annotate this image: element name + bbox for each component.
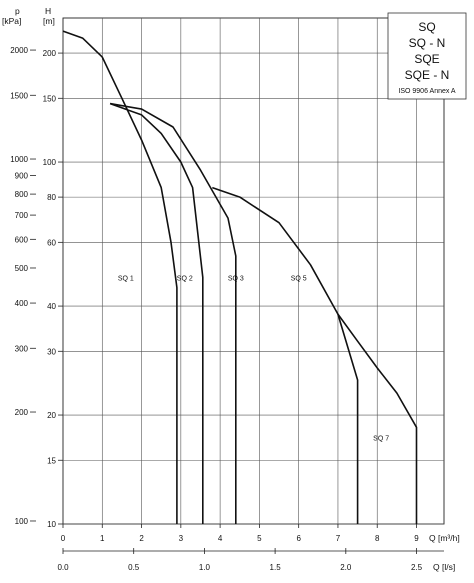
x-tick-label-m3h: 2 xyxy=(139,534,144,543)
series-label-sq-1: SQ 1 xyxy=(118,276,134,283)
series-curve-sq-1 xyxy=(62,30,178,524)
x-axis-label-ls: Q [l/s] xyxy=(433,562,455,572)
head-tick-label: 60 xyxy=(47,238,56,247)
series-curve-sq-3 xyxy=(109,102,237,524)
pressure-axis-unit: [kPa] xyxy=(2,16,21,26)
x-tick-label-m3h: 4 xyxy=(218,534,223,543)
series-curve-sq-5 xyxy=(212,186,359,524)
head-tick-label: 15 xyxy=(47,456,56,465)
head-axis-unit: [m] xyxy=(43,16,55,26)
x-tick-label-ls: 0.0 xyxy=(57,563,69,572)
x-tick-label-m3h: 8 xyxy=(375,534,380,543)
pressure-tick-label: 600 xyxy=(15,235,29,244)
x-tick-label-m3h: 5 xyxy=(257,534,262,543)
legend-line-sqe: SQE xyxy=(414,52,439,66)
series-curve-sq-2 xyxy=(109,102,204,524)
head-tick-label: 10 xyxy=(47,520,56,529)
x-tick-label-ls: 0.5 xyxy=(128,563,140,572)
legend-box: SQ SQ - N SQE SQE - N ISO 9906 Annex A xyxy=(387,12,467,100)
pressure-tick-label: 300 xyxy=(15,344,29,353)
pressure-tick-label: 1000 xyxy=(10,155,28,164)
series-label-sq-2: SQ 2 xyxy=(177,276,193,283)
head-tick-label: 200 xyxy=(43,49,57,58)
series-label-sq-7: SQ 7 xyxy=(373,436,389,443)
legend-note: ISO 9906 Annex A xyxy=(398,88,456,95)
x-tick-label-ls: 2.0 xyxy=(340,563,352,572)
x-axis-label-m3h: Q [m³/h] xyxy=(429,533,460,543)
pressure-tick-label: 1500 xyxy=(10,91,28,100)
pressure-tick-label: 500 xyxy=(15,264,29,273)
head-tick-label: 20 xyxy=(47,411,56,420)
legend-line-sqe-n: SQE - N xyxy=(405,68,450,82)
pressure-tick-label: 100 xyxy=(15,517,29,526)
head-tick-label: 30 xyxy=(47,347,56,356)
series-labels: SQ 1 SQ 2 SQ 3 SQ 5 SQ 7 xyxy=(118,276,389,443)
x-tick-label-m3h: 0 xyxy=(61,534,66,543)
legend-line-sq: SQ xyxy=(418,20,435,34)
x-ticks: 0 1 2 3 4 5 6 7 8 9 0.0 0.5 1.0 1.5 2.0 2.5 xyxy=(57,524,444,572)
x-tick-label-m3h: 3 xyxy=(179,534,184,543)
x-tick-label-m3h: 6 xyxy=(296,534,301,543)
head-axis-label: H xyxy=(45,6,51,16)
pressure-tick-label: 900 xyxy=(15,172,29,181)
y-ticks: 10 15 20 30 40 60 80 100 150 200 100 200 300 400 500 60… xyxy=(10,46,63,529)
x-tick-label-m3h: 1 xyxy=(100,534,105,543)
x-tick-label-ls: 2.5 xyxy=(411,563,423,572)
pressure-tick-label: 800 xyxy=(15,190,29,199)
head-tick-label: 150 xyxy=(43,94,57,103)
pressure-tick-label: 200 xyxy=(15,408,29,417)
grid xyxy=(63,18,444,525)
legend-line-sq-n: SQ - N xyxy=(409,36,446,50)
head-tick-label: 80 xyxy=(47,193,56,202)
series-curve-sq-7 xyxy=(337,313,418,524)
pressure-tick-label: 2000 xyxy=(10,46,28,55)
pressure-axis-label: p xyxy=(15,6,20,16)
series-label-sq-5: SQ 5 xyxy=(291,276,307,283)
x-tick-label-m3h: 7 xyxy=(336,534,341,543)
x-tick-label-ls: 1.0 xyxy=(199,563,211,572)
head-tick-label: 100 xyxy=(43,158,57,167)
plot-area xyxy=(62,17,445,525)
series-curves xyxy=(62,30,418,524)
head-tick-label: 40 xyxy=(47,302,56,311)
x-tick-label-ls: 1.5 xyxy=(270,563,282,572)
pressure-tick-label: 400 xyxy=(15,299,29,308)
pressure-tick-label: 700 xyxy=(15,211,29,220)
x-tick-label-m3h: 9 xyxy=(414,534,419,543)
series-label-sq-3: SQ 3 xyxy=(228,276,244,283)
